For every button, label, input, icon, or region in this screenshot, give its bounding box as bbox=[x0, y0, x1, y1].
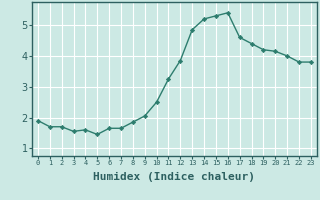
X-axis label: Humidex (Indice chaleur): Humidex (Indice chaleur) bbox=[93, 172, 255, 182]
